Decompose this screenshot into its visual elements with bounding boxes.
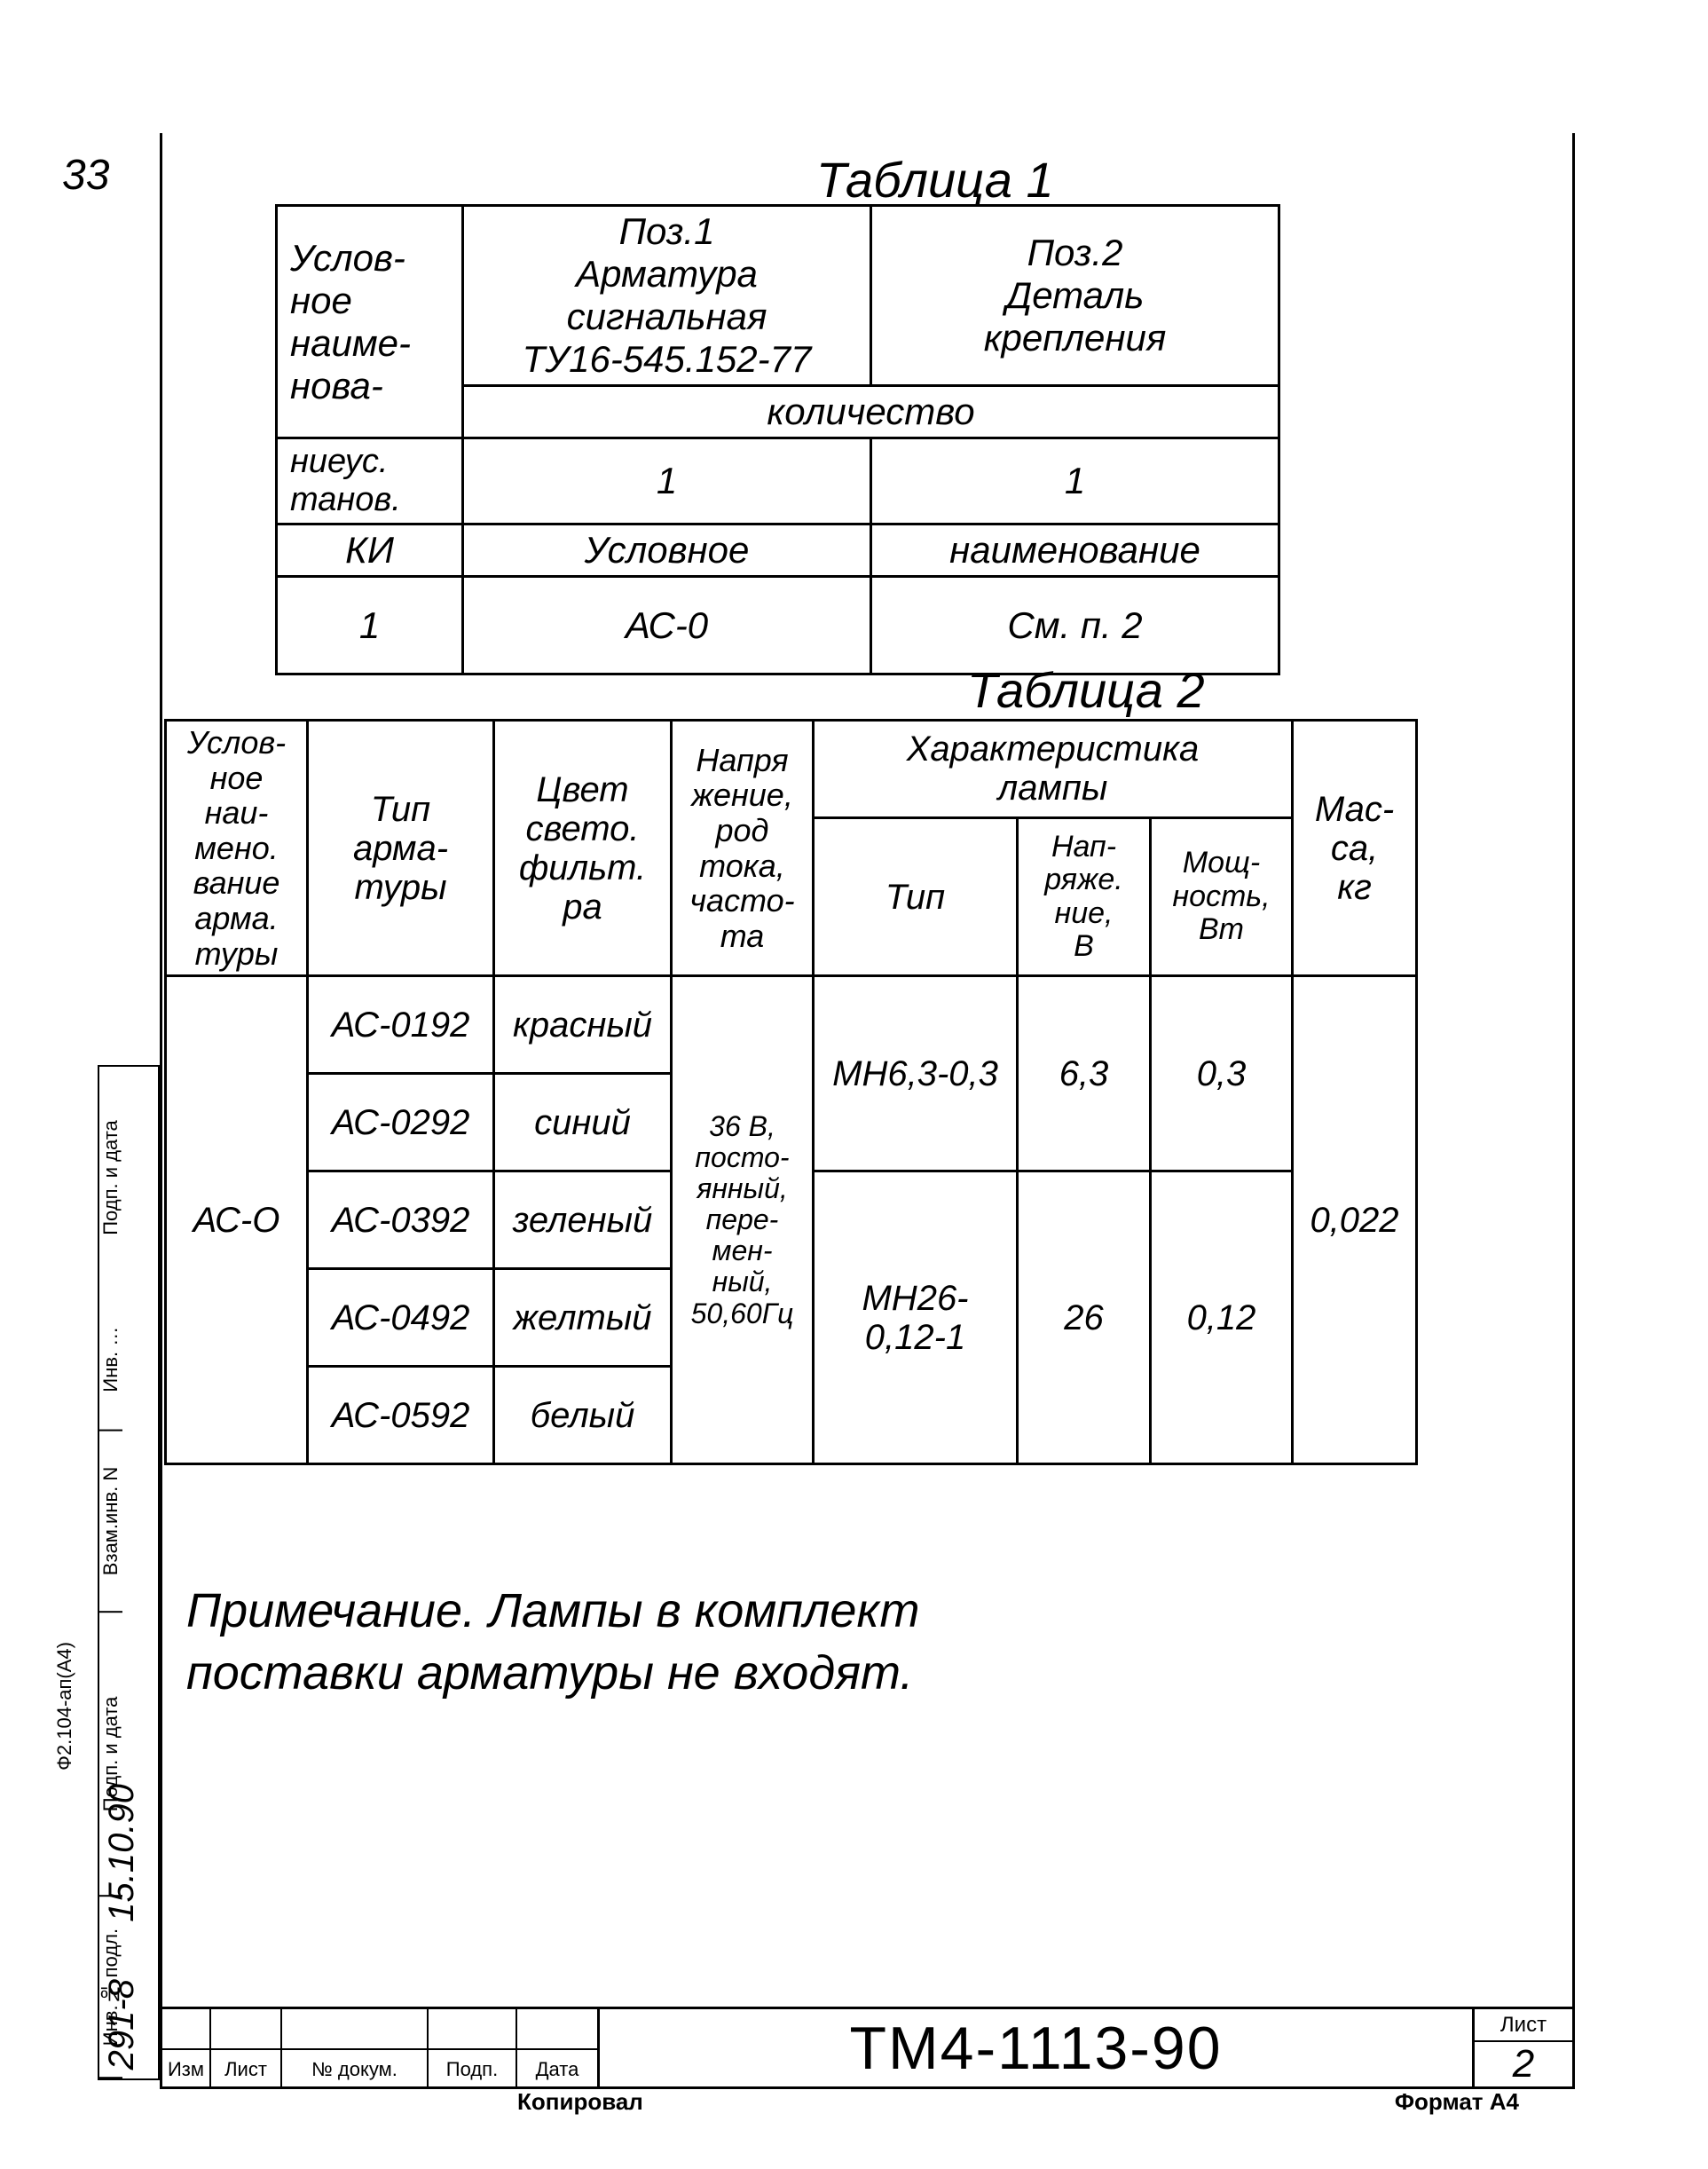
t2-r1-c4: 36 В, посто- янный, пере- мен- ный, 50,6…: [672, 976, 814, 1464]
t2-h-c2: Тип арма- туры: [308, 721, 494, 976]
t2-h-c6: Нап- ряже. ние, В: [1018, 817, 1151, 975]
t2-h-c7: Мощ- ность, Вт: [1151, 817, 1293, 975]
t1-head-col2: Поз.1 Арматура сигнальная ТУ16-545.152-7…: [463, 206, 871, 386]
t2-r3-c3: зеленый: [494, 1171, 672, 1269]
t2-r2-c2: АС-0292: [308, 1074, 494, 1171]
sheet-label: Лист: [1475, 2009, 1572, 2042]
t2-h-c1: Услов- ное наи- мено. вание арма. туры: [166, 721, 308, 976]
table-2: Услов- ное наи- мено. вание арма. туры Т…: [164, 719, 1418, 1465]
sheet-number: 2: [1475, 2042, 1572, 2086]
page-number-left: 33: [62, 151, 109, 200]
side-date: 15.10.90: [102, 1784, 142, 1922]
t2-r1-c2: АС-0192: [308, 976, 494, 1074]
t2-r1-c3: красный: [494, 976, 672, 1074]
side-stamp: Подп. и дата Инв. … Взам.инв. N Подп. и …: [98, 1065, 160, 2080]
t2-r3-c7: 0,12: [1151, 1171, 1293, 1464]
t2-r2-c3: синий: [494, 1074, 672, 1171]
bottom-left: Копировал: [517, 2088, 643, 2116]
tb-data: Дата: [517, 2009, 597, 2086]
t1-left-2: ниеус. танов.: [277, 438, 463, 525]
bottom-labels: Копировал Формат А4: [162, 2088, 1572, 2116]
t2-h-c5: Тип: [814, 817, 1018, 975]
t1-qty-2: 1: [871, 438, 1279, 525]
t1-ki: КИ: [277, 525, 463, 577]
t1-head-col3: Поз.2 Деталь крепления: [871, 206, 1279, 386]
t2-r1-c7: 0,3: [1151, 976, 1293, 1171]
t2-h-c3: Цвет свето. фильт. ра: [494, 721, 672, 976]
form-label: Ф2.104-ап(А4): [53, 1642, 76, 1771]
t2-r5-c3: белый: [494, 1367, 672, 1464]
note: Примечание. Лампы в комплект поставки ар…: [186, 1580, 920, 1704]
t2-r1-c5: МН6,3-0,3: [814, 976, 1018, 1171]
t2-h-char: Характеристика лампы: [814, 721, 1293, 818]
t1-head-col1: Услов- ное наиме- нова-: [277, 206, 463, 438]
table1-title: Таблица 1: [816, 151, 1054, 209]
sheet-box: Лист 2: [1475, 2009, 1572, 2086]
t2-r3-c2: АС-0392: [308, 1171, 494, 1269]
t2-h-c8: Мас- са, кг: [1293, 721, 1417, 976]
side-inv: 291-8: [102, 1979, 142, 2070]
t1-data-c3: См. п. 2: [871, 577, 1279, 674]
t2-r3-c5: МН26-0,12-1: [814, 1171, 1018, 1464]
drawing-number: ТМ4-1113-90: [600, 2009, 1475, 2086]
t1-qty-1: 1: [463, 438, 871, 525]
t2-r4-c3: желтый: [494, 1269, 672, 1367]
t2-r1-c8: 0,022: [1293, 976, 1417, 1464]
t2-r5-c2: АС-0592: [308, 1367, 494, 1464]
side-seg2: Инв. …: [99, 1290, 122, 1432]
title-block: Изм Лист № докум. Подп. Дата ТМ4-1113-90…: [162, 2007, 1572, 2086]
t2-r1-c6: 6,3: [1018, 976, 1151, 1171]
note-line2: поставки арматуры не входят.: [186, 1642, 920, 1704]
t1-qty-span: количество: [463, 386, 1279, 438]
tb-docnum: № докум.: [282, 2009, 429, 2086]
t2-r4-c2: АС-0492: [308, 1269, 494, 1367]
title-block-left: Изм Лист № докум. Подп. Дата: [162, 2009, 600, 2086]
bottom-right: Формат А4: [1395, 2088, 1519, 2116]
side-seg3: Взам.инв. N: [99, 1431, 122, 1613]
tb-list: Лист: [211, 2009, 282, 2086]
tb-izm: Изм: [162, 2009, 211, 2086]
t2-r3-c6: 26: [1018, 1171, 1151, 1464]
table-1: Услов- ное наиме- нова- Поз.1 Арматура с…: [275, 204, 1280, 675]
t1-data-c2: АС-0: [463, 577, 871, 674]
t1-name-c2: Условное: [463, 525, 871, 577]
tb-podp: Подп.: [429, 2009, 517, 2086]
table2-title: Таблица 2: [967, 661, 1205, 719]
t1-name-c3: наименование: [871, 525, 1279, 577]
side-seg1: Подп. и дата: [99, 1067, 122, 1290]
t2-h-c4: Напря жение, род тока, часто- та: [672, 721, 814, 976]
note-line1: Примечание. Лампы в комплект: [186, 1580, 920, 1642]
t1-data-c1: 1: [277, 577, 463, 674]
t2-r1-c1: АС-О: [166, 976, 308, 1464]
